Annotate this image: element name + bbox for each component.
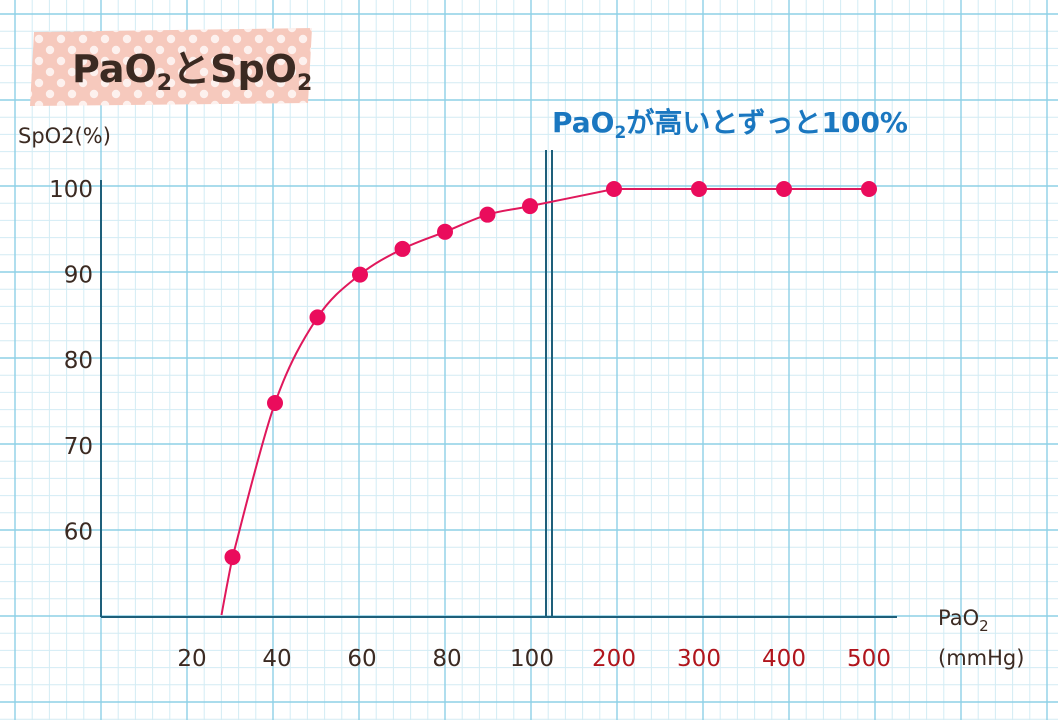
title-tape-dots <box>30 28 312 106</box>
annotation-text: PaO2が高いとずっと100% <box>552 106 908 143</box>
x-tick-label: 60 <box>347 646 376 672</box>
annotation-main: PaO <box>552 106 614 139</box>
x-axis-unit: (mmHg) <box>938 646 1024 670</box>
x-tick-label: 100 <box>510 646 554 672</box>
data-point <box>522 198 538 215</box>
y-tick-label: 90 <box>64 263 93 289</box>
y-tick-labels: 60 70 80 90 100 <box>49 177 93 545</box>
title-sub1: 2 <box>157 71 172 96</box>
x-tick-label-compressed: 200 <box>592 646 636 672</box>
title-main: PaO <box>72 47 157 91</box>
data-point <box>606 181 622 197</box>
data-point <box>437 223 453 240</box>
title-mid: とSpO <box>172 47 297 91</box>
y-tick-label: 80 <box>64 348 93 374</box>
annotation-rest: が高いとずっと100% <box>626 106 908 139</box>
x-tick-label: 80 <box>432 646 461 672</box>
y-axis-label: SpO2(%) <box>18 124 111 148</box>
data-point <box>224 549 241 566</box>
data-markers <box>224 181 877 566</box>
title-tape <box>30 28 312 106</box>
x-tick-labels: 20 40 60 80 100 200 300 400 500 <box>177 646 891 672</box>
x-axis-label-sub: 2 <box>979 617 989 635</box>
x-axis-label: PaO2 <box>938 606 989 635</box>
x-tick-label-compressed: 400 <box>762 646 806 672</box>
y-tick-label: 100 <box>49 177 93 203</box>
data-point <box>776 181 792 197</box>
y-tick-label: 70 <box>64 434 93 460</box>
x-axis-label-main: PaO <box>938 606 979 630</box>
title-sub2: 2 <box>297 71 312 96</box>
chart-title: PaO2とSpO2 <box>72 47 312 96</box>
data-point <box>309 309 326 326</box>
y-tick-label: 60 <box>64 519 93 545</box>
data-point <box>691 181 707 197</box>
data-point <box>479 206 496 223</box>
data-point <box>861 181 877 197</box>
x-tick-label-compressed: 300 <box>677 646 721 672</box>
data-point <box>267 395 283 411</box>
x-tick-label: 40 <box>262 646 291 672</box>
data-point <box>394 240 411 257</box>
annotation-sub: 2 <box>614 123 626 143</box>
x-tick-label: 20 <box>177 646 206 672</box>
data-point <box>352 266 368 283</box>
x-tick-label-compressed: 500 <box>847 646 891 672</box>
